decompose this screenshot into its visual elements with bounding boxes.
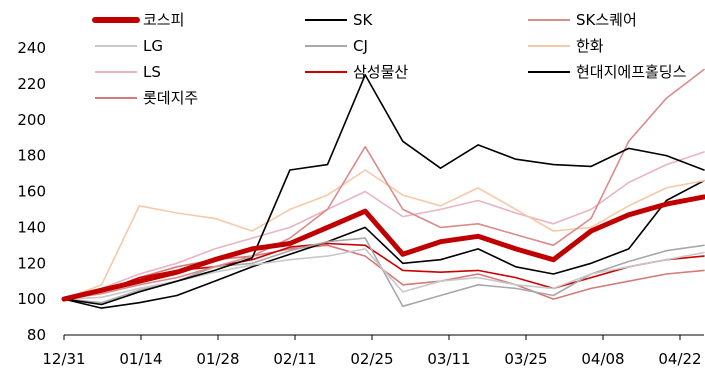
series-line-5 <box>63 169 705 300</box>
y-tick-label: 180 <box>17 147 46 165</box>
x-tick-label: 02/25 <box>350 350 393 368</box>
legend-label-2: SK스퀘어 <box>576 11 637 29</box>
series-lines <box>61 68 705 309</box>
y-tick-label: 160 <box>17 183 46 201</box>
x-tick-label: 03/25 <box>504 350 547 368</box>
y-tick-label: 120 <box>17 254 46 272</box>
y-tick-label: 240 <box>17 39 46 57</box>
legend-label-5: 한화 <box>576 37 604 55</box>
x-tick-label: 03/11 <box>427 350 470 368</box>
series-line-1 <box>63 74 705 306</box>
x-tick-label: 12/31 <box>42 350 85 368</box>
y-axis: 80 100 120 140 160 180 200 220 240 <box>17 39 46 344</box>
series-line-0 <box>61 194 705 302</box>
legend-label-8: 현대지에프홀딩스 <box>576 63 687 81</box>
series-line-2 <box>63 68 705 300</box>
legend-label-6: LS <box>143 63 161 81</box>
x-tick-label: 01/14 <box>119 350 162 368</box>
y-tick-label: 100 <box>17 290 46 308</box>
legend-label-7: 삼성물산 <box>353 63 408 81</box>
x-tick-label: 02/11 <box>273 350 316 368</box>
x-tick-label: 04/22 <box>658 350 701 368</box>
legend-label-0: 코스피 <box>143 11 184 29</box>
legend-label-9: 롯데지주 <box>143 89 198 107</box>
x-axis: 12/31 01/14 01/28 02/11 02/25 03/11 03/25 04/08… <box>42 334 704 368</box>
y-tick-label: 80 <box>27 326 46 344</box>
legend-label-4: CJ <box>353 37 368 55</box>
x-tick-label: 01/28 <box>196 350 239 368</box>
y-tick-label: 200 <box>17 111 46 129</box>
x-tick-label: 04/08 <box>581 350 624 368</box>
legend-label-1: SK <box>353 11 374 29</box>
y-tick-label: 140 <box>17 218 46 236</box>
legend-label-3: LG <box>143 37 163 55</box>
series-line-8 <box>63 179 705 309</box>
y-tick-label: 220 <box>17 75 46 93</box>
